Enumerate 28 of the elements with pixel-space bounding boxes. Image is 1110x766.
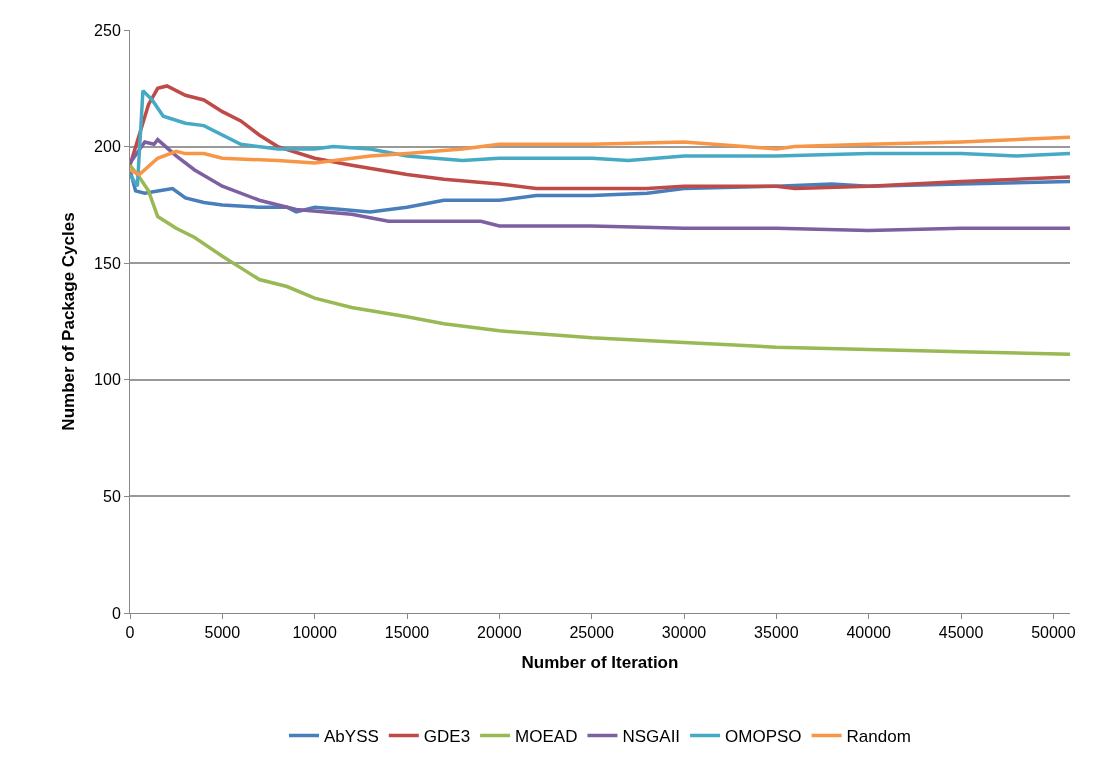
x-tick-label: 20000 (477, 624, 522, 642)
x-tick-label: 40000 (846, 624, 892, 642)
y-tick-label: 150 (94, 254, 121, 272)
line-series (130, 163, 1070, 356)
y-tick-label: 200 (94, 138, 121, 156)
line-series (130, 137, 1070, 233)
line-series (130, 135, 1070, 177)
legend-label: Random (846, 727, 911, 747)
x-tick-label: 0 (125, 624, 135, 642)
x-tick-label: 30000 (661, 624, 707, 642)
legend-label: GDE3 (423, 727, 471, 747)
x-tick-label: 25000 (569, 624, 615, 642)
x-tick-label: 10000 (292, 624, 338, 642)
y-axis-title: Number of Package Cycles (58, 212, 78, 431)
legend-label: OMOPSO (725, 727, 802, 747)
x-tick-label: 50000 (1031, 624, 1076, 642)
y-tick-label: 250 (94, 21, 121, 39)
legend-label: MOEAD (515, 727, 578, 747)
x-axis-title: Number of Iteration (521, 652, 679, 672)
legend-label: NSGAII (622, 727, 681, 747)
y-tick-label: 50 (103, 488, 121, 505)
x-tick-label: 35000 (754, 624, 799, 642)
y-tick-label: 100 (94, 371, 121, 389)
x-tick-label: 5000 (204, 624, 241, 642)
y-tick-label: 0 (111, 604, 121, 622)
legend-label: AbYSS (324, 727, 379, 747)
x-tick-label: 45000 (938, 624, 984, 642)
x-tick-label: 15000 (384, 624, 430, 642)
